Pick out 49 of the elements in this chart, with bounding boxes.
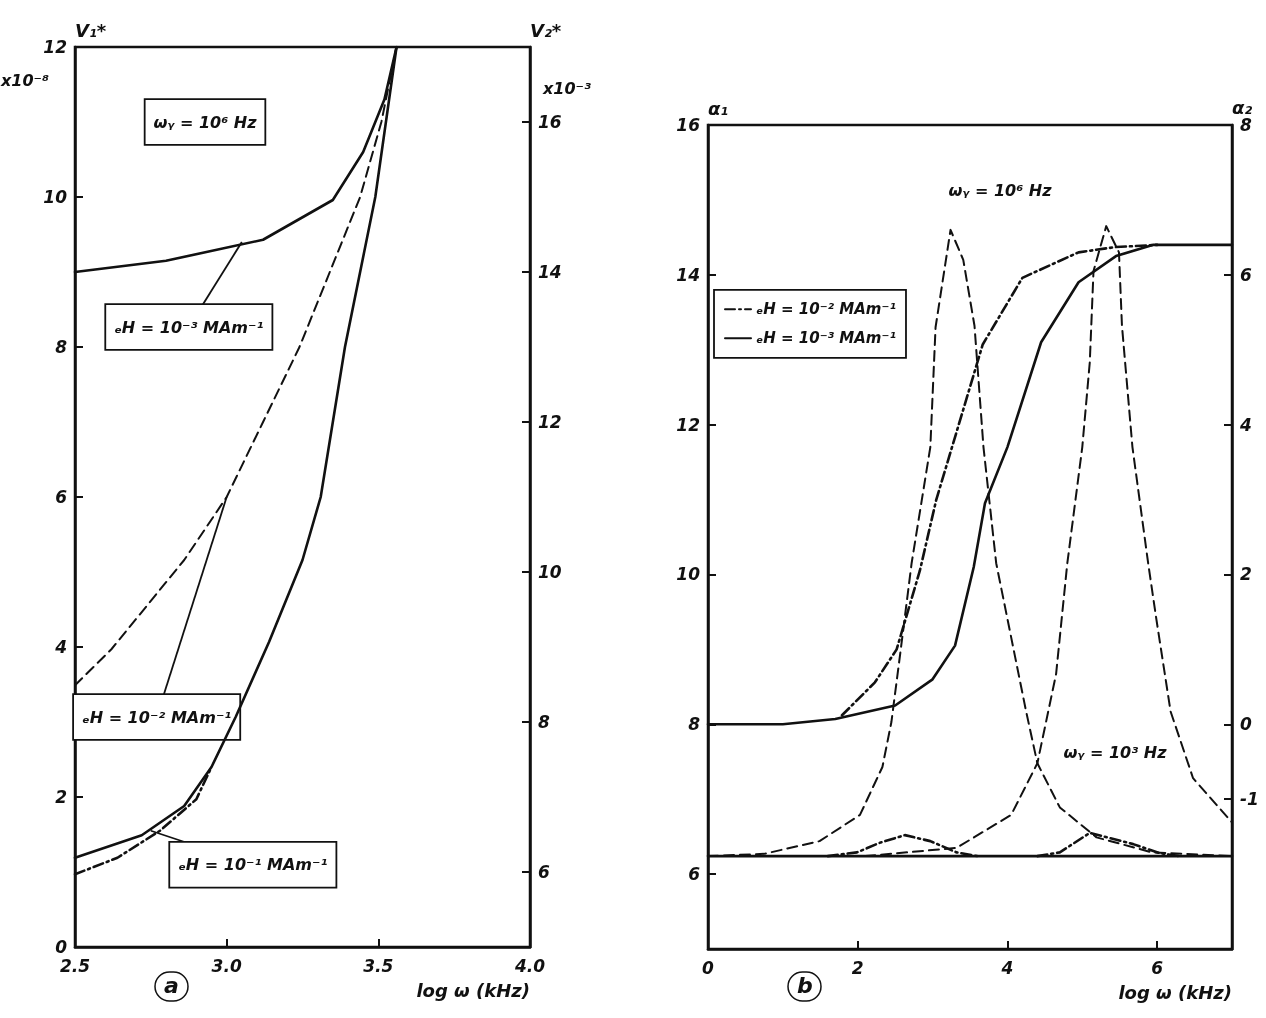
y2-tick-label: 16 xyxy=(538,112,562,132)
y2-tick-label: 14 xyxy=(538,262,562,282)
annotation: ₑH = 10⁻² MAm⁻¹ xyxy=(82,707,232,727)
y-tick-label: 6 xyxy=(55,487,68,507)
y-tick-label: 8 xyxy=(55,337,68,357)
x-tick-label: 3.5 xyxy=(363,955,394,976)
legend-label: ₑH = 10⁻² MAm⁻¹ xyxy=(756,300,896,319)
annotation: ₑH = 10⁻¹ MAm⁻¹ xyxy=(178,855,328,875)
legend-label: ₑH = 10⁻³ MAm⁻¹ xyxy=(756,329,896,348)
y-tick-label: 12 xyxy=(676,414,700,435)
y2-tick-label: -1 xyxy=(1240,789,1259,810)
y-tick-label: 10 xyxy=(676,564,701,585)
y2-tick-label: 0 xyxy=(1240,714,1252,735)
annotation: ωᵧ = 10³ Hz xyxy=(1063,742,1168,762)
y-tick-label: 12 xyxy=(43,37,67,57)
x-tick-label: 2.5 xyxy=(59,955,91,976)
y-tick-label: 8 xyxy=(688,714,701,735)
y2-axis-title: V₂* xyxy=(530,19,562,41)
x-tick-label: 3.0 xyxy=(211,955,242,976)
text: a xyxy=(164,972,179,998)
text: x10⁻³ xyxy=(541,78,592,98)
x-tick-label: 4 xyxy=(1000,957,1014,978)
y2-tick-label: 10 xyxy=(538,562,562,582)
x-tick-label: 0 xyxy=(702,957,715,978)
y2-tick-label: 6 xyxy=(1240,264,1252,285)
x-tick-label: 4.0 xyxy=(513,955,546,976)
annotation: ωᵧ = 10⁶ Hz xyxy=(948,180,1053,200)
y-axis-title: V₁* xyxy=(75,19,107,41)
x-tick-label: 2 xyxy=(851,957,864,978)
annotation: ₑH = 10⁻³ MAm⁻¹ xyxy=(114,317,264,337)
y2-tick-label: 12 xyxy=(538,412,562,432)
y-tick-label: 4 xyxy=(54,637,67,657)
y-tick-label: 16 xyxy=(676,115,701,135)
y2-tick-label: 8 xyxy=(538,712,550,732)
annotation: ωᵧ = 10⁶ Hz xyxy=(153,112,258,132)
y-tick-label: 0 xyxy=(55,937,68,957)
y-tick-label: 6 xyxy=(688,864,701,885)
text: b xyxy=(797,972,813,998)
y2-tick-label: 2 xyxy=(1240,564,1252,585)
y-axis-title: α₁ xyxy=(708,97,729,119)
text: x10⁻⁸ xyxy=(0,70,50,90)
x-tick-label: 6 xyxy=(1151,957,1164,978)
x-axis-title: log ω (kHz) xyxy=(416,979,530,1001)
y-tick-label: 10 xyxy=(43,187,68,207)
y2-tick-label: 6 xyxy=(538,862,550,882)
x-axis-title: log ω (kHz) xyxy=(1118,981,1232,1003)
y-tick-label: 2 xyxy=(55,787,67,807)
y2-tick-label: 4 xyxy=(1239,414,1252,435)
y-tick-label: 14 xyxy=(676,264,700,285)
